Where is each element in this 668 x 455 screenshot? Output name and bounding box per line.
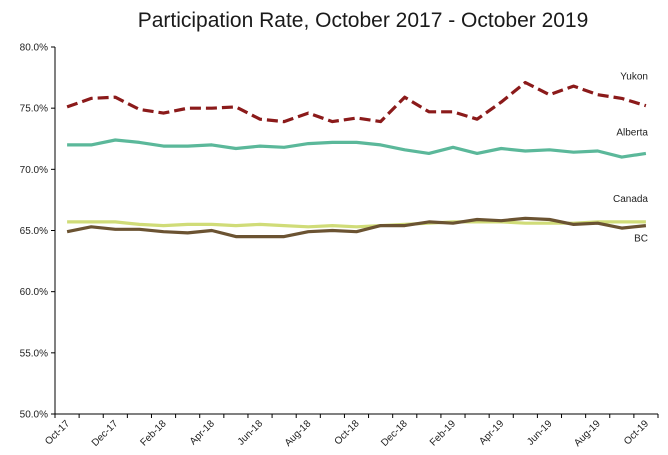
axes: 50.0% 55.0% 60.0% 65.0% 70.0% 75.0% 80.0% Oct-1… [20, 43, 659, 449]
x-tick-label: Feb-19 [428, 418, 458, 448]
series-label-layer: Yukon Alberta Canada BC [613, 72, 648, 245]
x-tick-label: Jun-19 [525, 418, 555, 448]
series-label-yukon: Yukon [620, 72, 648, 83]
x-tick-label: Dec-18 [379, 418, 410, 449]
series-line-canada [67, 220, 646, 229]
series-line-alberta [67, 138, 647, 159]
series-label-canada: Canada [613, 194, 648, 205]
series-label-bc: BC [634, 234, 648, 245]
y-tick-label: 55.0% [20, 348, 48, 359]
x-tick-label: Oct-19 [622, 418, 651, 447]
x-tick-label: Oct-17 [43, 418, 72, 447]
x-tick-label: Aug-18 [283, 418, 314, 449]
y-tick-label: 70.0% [20, 165, 48, 176]
x-tick-label: Jun-18 [236, 418, 266, 448]
series-line-yukon [66, 80, 647, 124]
series-label-alberta: Alberta [616, 127, 648, 138]
chart-title: Participation Rate, October 2017 - Octob… [138, 9, 589, 32]
x-tick-label: Aug-19 [572, 418, 603, 449]
x-tick-label: Apr-18 [188, 418, 217, 447]
y-tick-label: 60.0% [20, 287, 48, 298]
y-tick-label: 65.0% [20, 226, 48, 237]
y-tick-label: 75.0% [20, 104, 48, 115]
series-line-bc [66, 216, 647, 239]
x-tick-label: Feb-18 [138, 418, 168, 448]
y-tick-label: 80.0% [20, 43, 48, 54]
x-tick-label: Oct-18 [333, 418, 362, 447]
y-tick-label: 50.0% [20, 410, 48, 421]
x-tick-label: Dec-17 [90, 418, 121, 449]
x-tick-label: Apr-19 [477, 418, 506, 447]
series-layer [66, 80, 647, 239]
